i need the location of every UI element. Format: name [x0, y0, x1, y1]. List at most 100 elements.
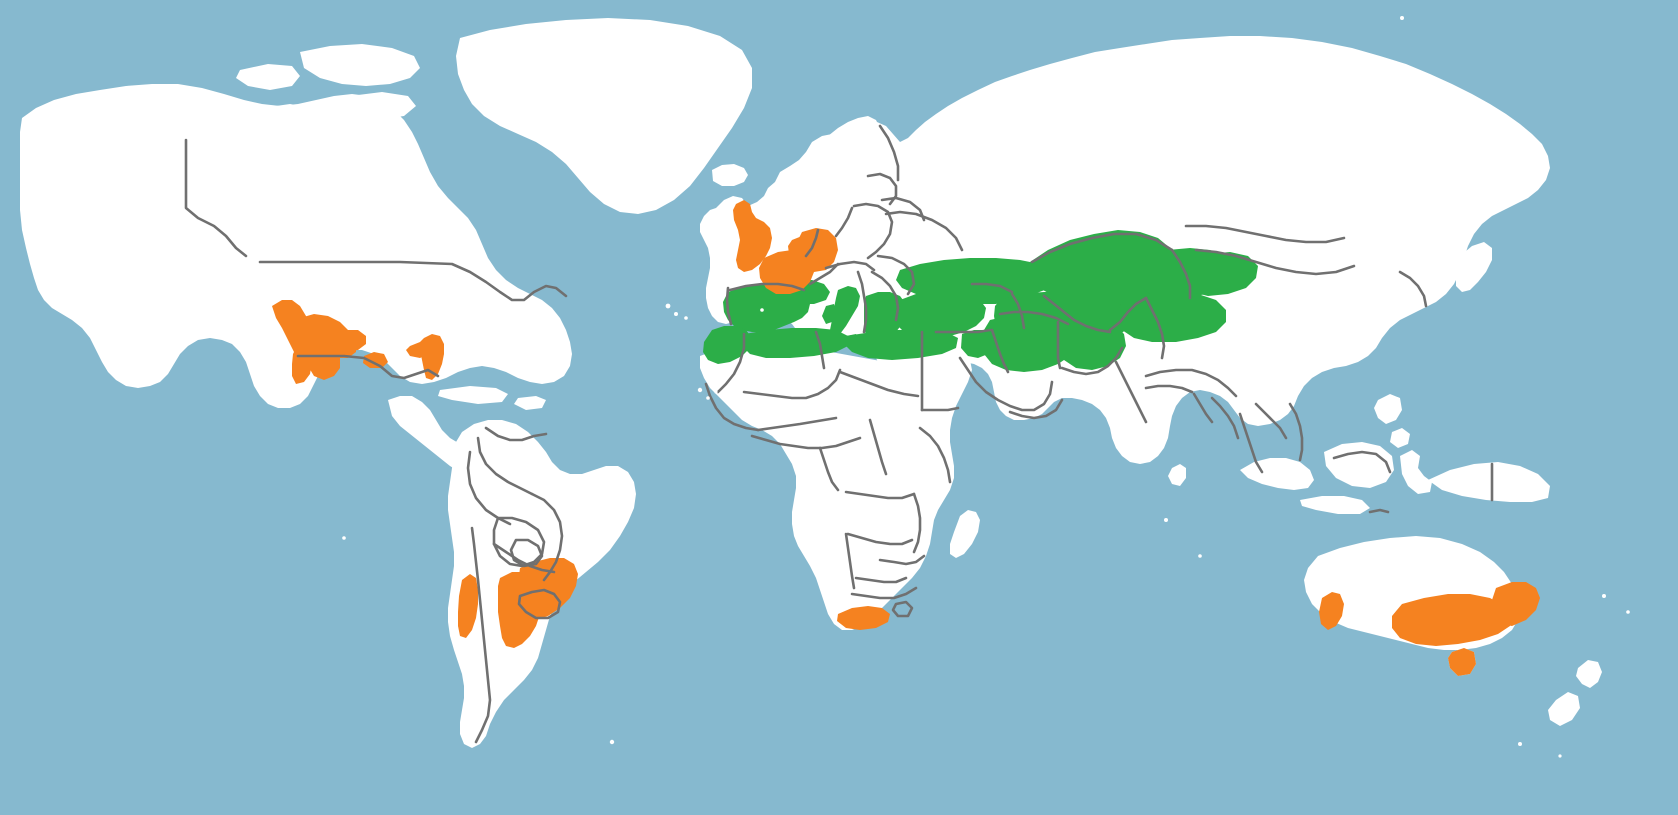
border-thailand-laos — [1254, 402, 1288, 440]
landmass-caribbean — [438, 386, 546, 410]
introduced-region-central-chile — [458, 574, 478, 638]
native-region-pontic-steppe — [896, 258, 1058, 300]
border-argentina-uruguay — [517, 588, 562, 620]
border-lesotho — [891, 600, 914, 618]
introduced-range-layer — [272, 200, 1540, 676]
border-baltics — [866, 172, 898, 206]
native-region-italy — [830, 286, 860, 336]
border-paraguay — [509, 538, 544, 568]
border-india-bangladesh — [1192, 392, 1214, 424]
landmass-sulawesi — [1400, 450, 1432, 494]
border-mauritania — [704, 382, 760, 432]
native-region-kazakhstan — [1026, 230, 1178, 306]
island-dot — [1198, 554, 1202, 558]
introduced-region-nsw-coast — [1492, 582, 1540, 626]
border-malaysia-borneo — [1332, 450, 1392, 474]
border-alaska-canada — [184, 138, 248, 258]
border-alps-austria — [824, 260, 876, 272]
native-region-iran — [982, 314, 1076, 372]
border-spain-france — [728, 282, 806, 292]
landmass-philippines — [1374, 394, 1410, 448]
border-namibia-botswana — [854, 576, 908, 584]
border-sudan-ethiopia — [918, 426, 952, 484]
island-dot — [714, 390, 718, 394]
introduced-region-central-mexico — [330, 330, 366, 352]
border-timor — [1368, 508, 1390, 514]
native-region-balkans-greece — [864, 292, 906, 342]
landmass-japan — [1456, 242, 1492, 292]
island-dot — [1558, 754, 1562, 758]
landmass-new-zealand — [1548, 660, 1602, 726]
landmass-madagascar — [950, 510, 980, 558]
border-germany-poland — [834, 206, 854, 238]
island-dot — [760, 308, 764, 312]
introduced-region-baja-california — [292, 344, 312, 384]
landmass-arctic-islands — [236, 44, 420, 128]
border-iran-iraq — [990, 328, 1010, 374]
border-chad-sudan — [868, 418, 888, 476]
border-china-north-korea — [1398, 270, 1428, 308]
border-usa-mexico — [296, 354, 440, 380]
border-kazakhstan-china — [1170, 248, 1192, 300]
border-drc-east — [912, 492, 922, 554]
introduced-region-western-cape — [837, 606, 890, 630]
border-iran-turkmenistan — [998, 310, 1070, 326]
landmass-north-america — [20, 84, 572, 408]
small-islands-layer — [86, 16, 1630, 758]
country-border-layer — [184, 124, 1494, 744]
border-finland-russia — [878, 124, 900, 182]
introduced-region-se-australia — [1392, 594, 1512, 646]
border-mali-niger — [756, 416, 838, 432]
border-india-nepal — [1144, 384, 1194, 394]
border-france-germany — [804, 228, 820, 258]
island-dot — [674, 312, 678, 316]
border-mongolia-russia — [1184, 224, 1346, 244]
island-dot — [1602, 594, 1606, 598]
border-morocco-algeria — [716, 332, 746, 394]
landmass-iceland — [712, 164, 748, 186]
native-region-mongolia-west — [1180, 252, 1258, 296]
introduced-region-germany — [797, 228, 838, 272]
border-china-mongolia — [1194, 248, 1356, 276]
border-poland-east — [852, 202, 894, 260]
border-brazil-west — [530, 492, 564, 582]
border-vietnam — [1288, 402, 1304, 462]
island-dot — [697, 387, 703, 393]
border-caucasus-line — [970, 282, 1014, 294]
introduced-region-tasmania — [1448, 648, 1476, 676]
landmass-scandinavia — [814, 116, 880, 204]
border-colombia-brazil — [476, 436, 534, 496]
border-kazakhstan-russia — [1030, 232, 1174, 264]
island-dot — [1400, 16, 1404, 20]
border-sahel — [750, 434, 862, 450]
border-china-india-himalaya — [1144, 368, 1238, 398]
island-dot — [1518, 742, 1522, 746]
border-kyrgyzstan-tajikistan — [1108, 296, 1148, 332]
border-drc-north — [844, 490, 916, 500]
island-dot — [684, 316, 688, 320]
native-region-libya-egypt — [844, 330, 958, 360]
border-argentina-chile — [470, 526, 492, 744]
border-balkans-1 — [856, 270, 868, 334]
introduced-region-sonora — [308, 342, 340, 380]
landmass-java — [1300, 496, 1370, 514]
island-dot — [1164, 518, 1168, 522]
border-south-africa-north — [850, 586, 918, 600]
border-afghanistan-pakistan — [1060, 346, 1124, 376]
border-xinjiang-tibet — [1144, 296, 1166, 360]
introduced-region-sw-western-australia — [1319, 592, 1344, 630]
island-dot — [665, 303, 671, 309]
island-dot — [609, 739, 615, 745]
island-dot — [1626, 610, 1630, 614]
island-dot — [86, 226, 90, 230]
border-drc-south — [846, 532, 914, 546]
border-france-italy — [808, 262, 840, 286]
border-usa-canada — [258, 260, 568, 302]
border-ukraine-north — [884, 210, 964, 252]
border-angola-zambia — [844, 532, 856, 590]
introduced-region-uruguay-s-brazil — [518, 558, 578, 620]
native-region-tarim-basin — [1118, 292, 1226, 342]
border-yemen-oman — [1008, 398, 1064, 420]
island-dot — [706, 396, 710, 400]
